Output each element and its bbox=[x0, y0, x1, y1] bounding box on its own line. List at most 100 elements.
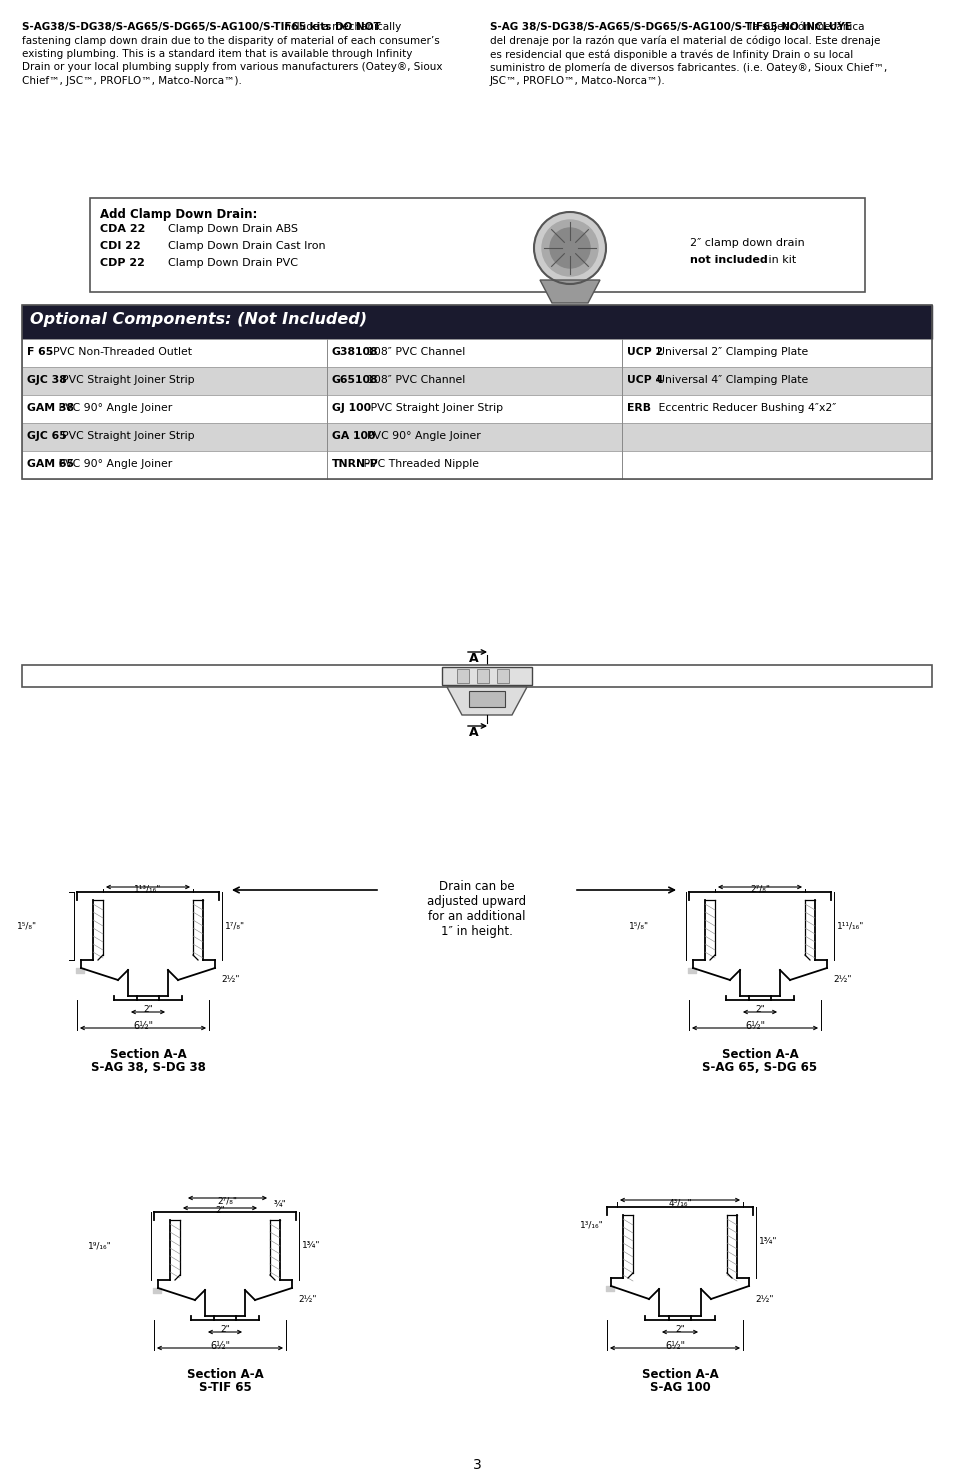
Text: PVC Threaded Nipple: PVC Threaded Nipple bbox=[359, 459, 478, 469]
Bar bbox=[476, 670, 489, 683]
Text: PVC Straight Joiner Strip: PVC Straight Joiner Strip bbox=[55, 431, 194, 441]
Text: G65108: G65108 bbox=[332, 375, 378, 385]
Text: 2½": 2½" bbox=[221, 975, 239, 984]
Text: 108″ PVC Channel: 108″ PVC Channel bbox=[359, 375, 465, 385]
Text: 6½": 6½" bbox=[744, 1021, 764, 1031]
Text: Universal 2″ Clamping Plate: Universal 2″ Clamping Plate bbox=[650, 347, 808, 357]
Text: S-AG 100: S-AG 100 bbox=[649, 1381, 710, 1394]
Text: GJ 100: GJ 100 bbox=[332, 403, 371, 413]
Polygon shape bbox=[539, 280, 599, 302]
Text: PVC Straight Joiner Strip: PVC Straight Joiner Strip bbox=[55, 375, 194, 385]
Text: UCP 2: UCP 2 bbox=[626, 347, 662, 357]
Bar bbox=[90, 198, 864, 292]
Text: 1¹³/₁₆": 1¹³/₁₆" bbox=[134, 885, 161, 894]
Bar bbox=[22, 367, 931, 395]
Text: PVC 90° Angle Joiner: PVC 90° Angle Joiner bbox=[55, 459, 172, 469]
Text: GAM 38: GAM 38 bbox=[27, 403, 74, 413]
Circle shape bbox=[541, 220, 598, 276]
Text: S-AG 38/S-DG38/S-AG65/S-DG65/S-AG100/S-TIF65 NO INCLUYE: S-AG 38/S-DG38/S-AG65/S-DG65/S-AG100/S-T… bbox=[490, 22, 851, 32]
Text: 2": 2" bbox=[214, 1207, 225, 1215]
Text: not included: not included bbox=[689, 255, 767, 266]
Text: Universal 4″ Clamping Plate: Universal 4″ Clamping Plate bbox=[650, 375, 808, 385]
Text: 2½": 2½" bbox=[297, 1295, 316, 1304]
Text: Clamp Down Drain ABS: Clamp Down Drain ABS bbox=[168, 224, 297, 235]
Text: Clamp Down Drain Cast Iron: Clamp Down Drain Cast Iron bbox=[168, 240, 325, 251]
Text: CDA 22: CDA 22 bbox=[100, 224, 145, 235]
Text: fastening clamp down drain due to the disparity of material of each consumer’s: fastening clamp down drain due to the di… bbox=[22, 35, 439, 46]
Text: 3: 3 bbox=[472, 1457, 481, 1472]
Text: 4³/₁₆": 4³/₁₆" bbox=[667, 1198, 691, 1207]
Text: 2": 2" bbox=[675, 1325, 684, 1333]
Text: in kit: in kit bbox=[764, 255, 796, 266]
Text: Clamp Down Drain PVC: Clamp Down Drain PVC bbox=[168, 258, 297, 268]
Bar bbox=[22, 665, 931, 687]
Text: ERB: ERB bbox=[626, 403, 650, 413]
Text: ¾": ¾" bbox=[274, 1199, 287, 1208]
Text: S-TIF 65: S-TIF 65 bbox=[198, 1381, 251, 1394]
Text: Optional Components: (Not Included): Optional Components: (Not Included) bbox=[30, 313, 367, 327]
Text: existing plumbing. This is a standard item that is available through Infinity: existing plumbing. This is a standard it… bbox=[22, 49, 412, 59]
Text: 1⁵/₈": 1⁵/₈" bbox=[17, 922, 37, 931]
Text: suministro de plomería de diversos fabricantes. (i.e. Oatey®, Sioux Chief™,: suministro de plomería de diversos fabri… bbox=[490, 62, 886, 72]
Bar bbox=[22, 305, 931, 479]
Text: la sujección mecánica: la sujección mecánica bbox=[745, 22, 863, 32]
Text: CDI 22: CDI 22 bbox=[100, 240, 141, 251]
Text: include a mechanically: include a mechanically bbox=[277, 22, 400, 32]
Text: 6½": 6½" bbox=[132, 1021, 152, 1031]
Bar bbox=[22, 339, 931, 367]
Bar bbox=[441, 667, 532, 684]
Circle shape bbox=[550, 229, 589, 268]
Text: 2⁷/₈": 2⁷/₈" bbox=[749, 885, 769, 894]
Text: 1⁹/₁₆": 1⁹/₁₆" bbox=[89, 1242, 112, 1251]
Text: 1¾": 1¾" bbox=[759, 1238, 777, 1246]
Text: Add Clamp Down Drain:: Add Clamp Down Drain: bbox=[100, 208, 257, 221]
Text: Drain can be
adjusted upward
for an additional
1″ in height.: Drain can be adjusted upward for an addi… bbox=[427, 881, 526, 938]
Text: 2": 2" bbox=[220, 1325, 230, 1333]
Text: 108″ PVC Channel: 108″ PVC Channel bbox=[359, 347, 465, 357]
Text: del drenaje por la razón que varía el material de código local. Este drenaje: del drenaje por la razón que varía el ma… bbox=[490, 35, 880, 46]
Text: Chief™, JSC™, PROFLO™, Matco-Norca™).: Chief™, JSC™, PROFLO™, Matco-Norca™). bbox=[22, 77, 242, 86]
Bar bbox=[469, 690, 504, 707]
Text: CDP 22: CDP 22 bbox=[100, 258, 145, 268]
Text: A: A bbox=[469, 652, 478, 665]
Text: A: A bbox=[469, 726, 478, 739]
Text: 6½": 6½" bbox=[664, 1341, 684, 1351]
Text: PVC Non-Threaded Outlet: PVC Non-Threaded Outlet bbox=[46, 347, 192, 357]
Polygon shape bbox=[447, 687, 526, 715]
Text: PVC 90° Angle Joiner: PVC 90° Angle Joiner bbox=[359, 431, 480, 441]
Text: Section A-A: Section A-A bbox=[720, 1049, 798, 1061]
Bar bbox=[456, 670, 469, 683]
Text: GJC 65: GJC 65 bbox=[27, 431, 67, 441]
Bar bbox=[22, 423, 931, 451]
Text: TNRN-P: TNRN-P bbox=[332, 459, 378, 469]
Text: Section A-A: Section A-A bbox=[110, 1049, 186, 1061]
Text: S-AG38/S-DG38/S-AG65/S-DG65/S-AG100/S-TIF65 kits DO NOT: S-AG38/S-DG38/S-AG65/S-DG65/S-AG100/S-TI… bbox=[22, 22, 380, 32]
Text: GJC 38: GJC 38 bbox=[27, 375, 67, 385]
Text: 1⁷/₈": 1⁷/₈" bbox=[225, 922, 245, 931]
Bar bbox=[22, 395, 931, 423]
Text: S-AG 65, S-DG 65: S-AG 65, S-DG 65 bbox=[701, 1061, 817, 1074]
Text: GAM 65: GAM 65 bbox=[27, 459, 74, 469]
Bar bbox=[22, 305, 931, 339]
Text: S-AG 38, S-DG 38: S-AG 38, S-DG 38 bbox=[91, 1061, 205, 1074]
Text: 1³/₁₆": 1³/₁₆" bbox=[579, 1220, 603, 1229]
Text: 2½": 2½" bbox=[832, 975, 851, 984]
Text: F 65: F 65 bbox=[27, 347, 53, 357]
Text: PVC 90° Angle Joiner: PVC 90° Angle Joiner bbox=[55, 403, 172, 413]
Text: Section A-A: Section A-A bbox=[641, 1367, 718, 1381]
Text: 1¹¹/₁₆": 1¹¹/₁₆" bbox=[836, 922, 863, 931]
Bar bbox=[22, 451, 931, 479]
Text: GA 100: GA 100 bbox=[332, 431, 375, 441]
Text: 2": 2" bbox=[143, 1004, 152, 1013]
Text: Eccentric Reducer Bushing 4″x2″: Eccentric Reducer Bushing 4″x2″ bbox=[640, 403, 836, 413]
Text: es residencial que está disponible a través de Infinity Drain o su local: es residencial que está disponible a tra… bbox=[490, 49, 852, 59]
Text: 1¾": 1¾" bbox=[302, 1242, 320, 1251]
Bar bbox=[497, 670, 509, 683]
Text: Section A-A: Section A-A bbox=[187, 1367, 263, 1381]
Text: 2": 2" bbox=[755, 1004, 764, 1013]
Text: Drain or your local plumbing supply from various manufacturers (Oatey®, Sioux: Drain or your local plumbing supply from… bbox=[22, 62, 442, 72]
Text: JSC™, PROFLO™, Matco-Norca™).: JSC™, PROFLO™, Matco-Norca™). bbox=[490, 77, 665, 86]
Circle shape bbox=[534, 212, 605, 285]
Text: PVC Straight Joiner Strip: PVC Straight Joiner Strip bbox=[359, 403, 502, 413]
Text: 2⁷/₈": 2⁷/₈" bbox=[217, 1196, 237, 1205]
